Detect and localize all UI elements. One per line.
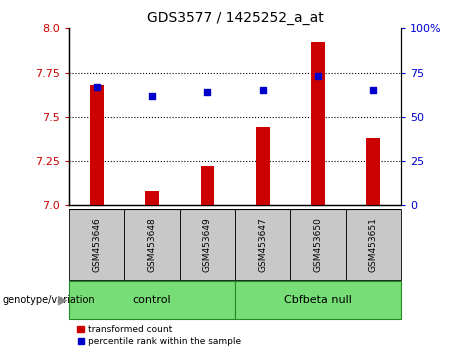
Bar	[290, 209, 346, 280]
Bar	[90, 85, 104, 205]
Point	[148, 93, 156, 98]
Bar	[69, 209, 124, 280]
Text: GSM453646: GSM453646	[92, 217, 101, 272]
Bar	[346, 209, 401, 280]
Point	[259, 87, 266, 93]
Text: ▶: ▶	[58, 293, 67, 307]
Text: GSM453647: GSM453647	[258, 217, 267, 272]
Bar	[124, 209, 180, 280]
Bar	[311, 42, 325, 205]
Legend: transformed count, percentile rank within the sample: transformed count, percentile rank withi…	[74, 321, 245, 349]
Text: GSM453649: GSM453649	[203, 217, 212, 272]
Bar	[256, 127, 270, 205]
Point	[204, 89, 211, 95]
Bar	[145, 191, 159, 205]
Text: control: control	[133, 295, 171, 305]
Text: genotype/variation: genotype/variation	[2, 295, 95, 305]
Bar	[69, 281, 235, 319]
Bar	[235, 281, 401, 319]
Title: GDS3577 / 1425252_a_at: GDS3577 / 1425252_a_at	[147, 11, 324, 24]
Bar	[201, 166, 214, 205]
Text: Cbfbeta null: Cbfbeta null	[284, 295, 352, 305]
Text: GSM453648: GSM453648	[148, 217, 157, 272]
Bar	[180, 209, 235, 280]
Point	[93, 84, 100, 90]
Point	[370, 87, 377, 93]
Point	[314, 73, 322, 79]
Bar	[366, 138, 380, 205]
Text: GSM453650: GSM453650	[313, 217, 323, 272]
Bar	[235, 209, 290, 280]
Text: GSM453651: GSM453651	[369, 217, 378, 272]
